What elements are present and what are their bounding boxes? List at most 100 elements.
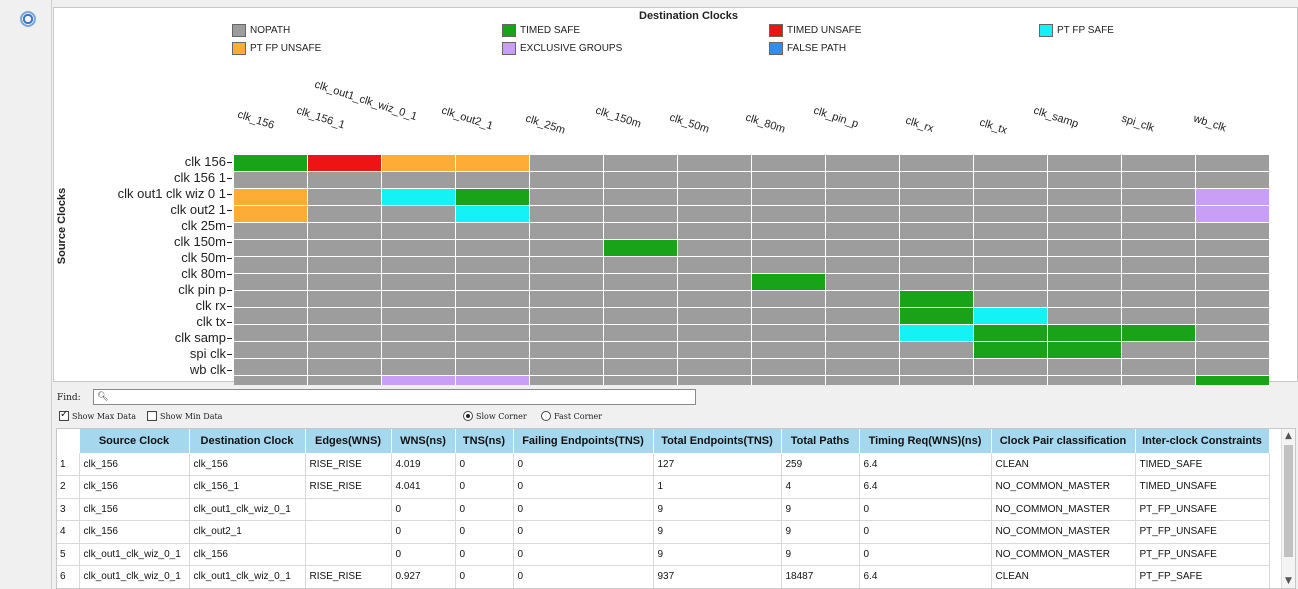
matrix-cell[interactable] bbox=[1122, 342, 1195, 358]
matrix-cell[interactable] bbox=[308, 155, 381, 171]
matrix-cell[interactable] bbox=[1122, 359, 1195, 375]
table-row[interactable]: 6 clk_out1_clk_wiz_0_1 clk_out1_clk_wiz_0_… bbox=[57, 565, 1270, 588]
matrix-cell[interactable] bbox=[308, 342, 381, 358]
matrix-cell[interactable] bbox=[900, 291, 973, 307]
table-cell[interactable]: PT_FP_UNSAFE bbox=[1135, 498, 1270, 521]
table-cell[interactable]: 9 bbox=[781, 520, 860, 544]
checkbox-box[interactable] bbox=[59, 409, 69, 421]
radio-dot[interactable] bbox=[541, 411, 551, 421]
matrix-cell[interactable] bbox=[234, 172, 307, 188]
table-cell[interactable]: 4 bbox=[781, 475, 860, 499]
table-cell[interactable]: clk_156_1 bbox=[189, 475, 306, 499]
table-cell[interactable]: NO_COMMON_MASTER bbox=[991, 543, 1136, 566]
matrix-cell[interactable] bbox=[234, 240, 307, 256]
table-cell[interactable]: clk_156 bbox=[79, 520, 190, 544]
column-header-clock-pair-classification[interactable]: Clock Pair classification bbox=[991, 429, 1136, 453]
matrix-cell[interactable] bbox=[900, 359, 973, 375]
matrix-cell[interactable] bbox=[530, 172, 603, 188]
matrix-cell[interactable] bbox=[1196, 274, 1269, 290]
table-cell[interactable]: PT_FP_UNSAFE bbox=[1135, 543, 1270, 566]
matrix-cell[interactable] bbox=[530, 155, 603, 171]
matrix-cell[interactable] bbox=[530, 359, 603, 375]
table-cell[interactable]: clk_out1_clk_wiz_0_1 bbox=[189, 498, 306, 521]
matrix-cell[interactable] bbox=[826, 240, 899, 256]
matrix-cell[interactable] bbox=[382, 291, 455, 307]
row-index[interactable]: 6 bbox=[57, 565, 80, 588]
table-cell[interactable]: 127 bbox=[653, 453, 782, 476]
matrix-cell[interactable] bbox=[456, 155, 529, 171]
matrix-cell[interactable] bbox=[752, 274, 825, 290]
table-row[interactable]: 5 clk_out1_clk_wiz_0_1 clk_156 0 0 0 9 9 0 NO_COM… bbox=[57, 543, 1270, 566]
table-cell[interactable]: 0 bbox=[513, 520, 654, 544]
matrix-cell[interactable] bbox=[456, 172, 529, 188]
matrix-cell[interactable] bbox=[678, 359, 751, 375]
matrix-cell[interactable] bbox=[604, 325, 677, 341]
matrix-cell[interactable] bbox=[234, 223, 307, 239]
matrix-cell[interactable] bbox=[678, 291, 751, 307]
matrix-cell[interactable] bbox=[900, 206, 973, 222]
matrix-cell[interactable] bbox=[1048, 308, 1121, 324]
matrix-cell[interactable] bbox=[826, 359, 899, 375]
table-cell[interactable]: 0.927 bbox=[391, 565, 456, 588]
matrix-cell[interactable] bbox=[900, 325, 973, 341]
matrix-cell[interactable] bbox=[1122, 172, 1195, 188]
matrix-cell[interactable] bbox=[678, 257, 751, 273]
table-cell[interactable]: 0 bbox=[513, 498, 654, 521]
matrix-cell[interactable] bbox=[826, 189, 899, 205]
matrix-cell[interactable] bbox=[752, 342, 825, 358]
matrix-cell[interactable] bbox=[530, 291, 603, 307]
matrix-cell[interactable] bbox=[1048, 291, 1121, 307]
matrix-cell[interactable] bbox=[752, 257, 825, 273]
matrix-cell[interactable] bbox=[974, 240, 1047, 256]
table-row[interactable]: 2 clk_156 clk_156_1 RISE_RISE 4.041 0 0 1 4 6.4 NO… bbox=[57, 475, 1270, 499]
matrix-cell[interactable] bbox=[604, 274, 677, 290]
matrix-cell[interactable] bbox=[234, 291, 307, 307]
matrix-cell[interactable] bbox=[900, 240, 973, 256]
table-cell[interactable]: clk_156 bbox=[79, 475, 190, 499]
matrix-cell[interactable] bbox=[530, 308, 603, 324]
gear-icon[interactable] bbox=[20, 11, 36, 27]
table-cell[interactable]: clk_out1_clk_wiz_0_1 bbox=[79, 565, 190, 588]
matrix-cell[interactable] bbox=[678, 240, 751, 256]
matrix-cell[interactable] bbox=[974, 257, 1047, 273]
matrix-cell[interactable] bbox=[456, 189, 529, 205]
matrix-cell[interactable] bbox=[678, 342, 751, 358]
column-header-edges-wns[interactable]: Edges(WNS) bbox=[305, 429, 392, 453]
matrix-cell[interactable] bbox=[604, 155, 677, 171]
column-header-tns[interactable]: TNS(ns) bbox=[455, 429, 514, 453]
matrix-cell[interactable] bbox=[604, 223, 677, 239]
table-cell[interactable]: clk_out1_clk_wiz_0_1 bbox=[79, 543, 190, 566]
matrix-cell[interactable] bbox=[308, 223, 381, 239]
matrix-cell[interactable] bbox=[456, 240, 529, 256]
matrix-cell[interactable] bbox=[752, 155, 825, 171]
matrix-cell[interactable] bbox=[382, 342, 455, 358]
table-cell[interactable] bbox=[305, 520, 392, 544]
column-header-destination-clock[interactable]: Destination Clock bbox=[189, 429, 306, 453]
table-cell[interactable]: TIMED_SAFE bbox=[1135, 453, 1270, 476]
matrix-cell[interactable] bbox=[678, 155, 751, 171]
matrix-cell[interactable] bbox=[1196, 189, 1269, 205]
table-cell[interactable]: 937 bbox=[653, 565, 782, 588]
matrix-cell[interactable] bbox=[826, 291, 899, 307]
matrix-cell[interactable] bbox=[1122, 155, 1195, 171]
matrix-cell[interactable] bbox=[530, 223, 603, 239]
matrix-cell[interactable] bbox=[1122, 189, 1195, 205]
matrix-cell[interactable] bbox=[826, 342, 899, 358]
table-cell[interactable]: 0 bbox=[859, 543, 992, 566]
matrix-cell[interactable] bbox=[1196, 206, 1269, 222]
matrix-cell[interactable] bbox=[308, 189, 381, 205]
matrix-cell[interactable] bbox=[456, 274, 529, 290]
matrix-cell[interactable] bbox=[826, 325, 899, 341]
matrix-cell[interactable] bbox=[604, 342, 677, 358]
matrix-cell[interactable] bbox=[974, 359, 1047, 375]
table-cell[interactable]: 0 bbox=[513, 453, 654, 476]
vertical-scrollbar[interactable]: ▲ ▼ bbox=[1281, 429, 1295, 588]
matrix-cell[interactable] bbox=[678, 223, 751, 239]
table-cell[interactable]: 0 bbox=[391, 498, 456, 521]
matrix-cell[interactable] bbox=[974, 189, 1047, 205]
matrix-cell[interactable] bbox=[308, 172, 381, 188]
matrix-cell[interactable] bbox=[1048, 155, 1121, 171]
matrix-cell[interactable] bbox=[308, 308, 381, 324]
table-cell[interactable]: RISE_RISE bbox=[305, 453, 392, 476]
table-cell[interactable]: 0 bbox=[455, 498, 514, 521]
